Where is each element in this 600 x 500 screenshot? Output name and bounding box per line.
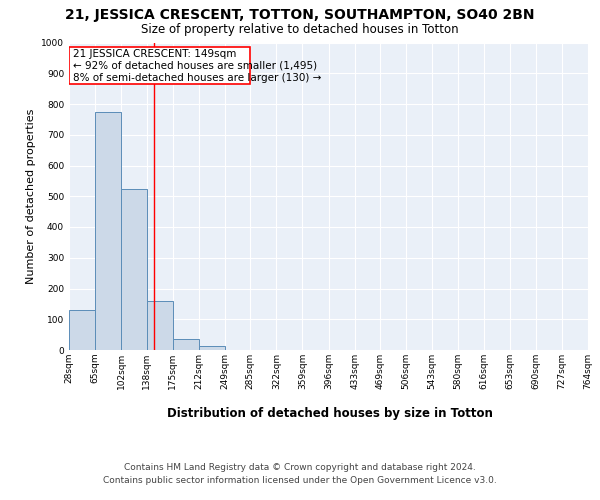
- Bar: [173, 339, 199, 350]
- Text: Contains public sector information licensed under the Open Government Licence v3: Contains public sector information licen…: [103, 476, 497, 485]
- Text: 21, JESSICA CRESCENT, TOTTON, SOUTHAMPTON, SO40 2BN: 21, JESSICA CRESCENT, TOTTON, SOUTHAMPTO…: [65, 8, 535, 22]
- FancyBboxPatch shape: [69, 47, 250, 84]
- Text: Contains HM Land Registry data © Crown copyright and database right 2024.: Contains HM Land Registry data © Crown c…: [124, 462, 476, 471]
- Text: 21 JESSICA CRESCENT: 149sqm: 21 JESSICA CRESCENT: 149sqm: [73, 48, 236, 58]
- Y-axis label: Number of detached properties: Number of detached properties: [26, 108, 35, 284]
- Text: Size of property relative to detached houses in Totton: Size of property relative to detached ho…: [141, 22, 459, 36]
- Bar: [199, 346, 225, 350]
- Text: 8% of semi-detached houses are larger (130) →: 8% of semi-detached houses are larger (1…: [73, 73, 321, 83]
- Bar: [95, 112, 121, 350]
- Bar: [146, 301, 173, 350]
- Bar: [121, 188, 146, 350]
- Bar: [69, 310, 95, 350]
- Text: Distribution of detached houses by size in Totton: Distribution of detached houses by size …: [167, 408, 493, 420]
- Text: ← 92% of detached houses are smaller (1,495): ← 92% of detached houses are smaller (1,…: [73, 61, 317, 71]
